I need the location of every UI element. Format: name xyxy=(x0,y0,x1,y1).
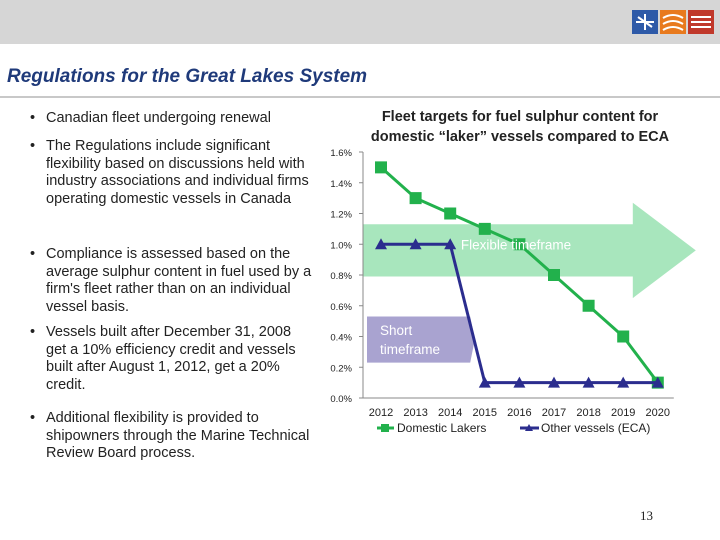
eca-point xyxy=(478,376,491,388)
eca-point xyxy=(375,238,387,250)
bullet-glyph: • xyxy=(30,410,36,426)
short-timeframe-arrow xyxy=(367,316,475,363)
domestic-lakers-point xyxy=(444,207,457,220)
legend-marker-domestic xyxy=(381,424,389,432)
bullet-glyph: • xyxy=(30,324,36,340)
legend-marker-eca xyxy=(525,424,533,431)
short-timeframe-label: timeframe xyxy=(380,342,440,357)
x-tick-label: 2013 xyxy=(403,407,427,419)
y-tick-label: 0.4% xyxy=(330,333,352,344)
domestic-lakers-point xyxy=(548,269,560,281)
bullet-text: Canadian fleet undergoing renewal xyxy=(46,110,271,126)
y-tick-label: 0.8% xyxy=(330,271,352,282)
bullet-text: Vessels built after December 31, 2008 ge… xyxy=(46,324,296,393)
bullet-glyph: • xyxy=(30,246,36,262)
domestic-lakers-point xyxy=(478,222,491,235)
bullet-item: • Vessels built after December 31, 2008 g… xyxy=(30,324,315,394)
x-tick-label: 2019 xyxy=(611,407,635,419)
flexible-timeframe-label: Flexible timeframe xyxy=(461,237,571,252)
flexible-timeframe-arrow xyxy=(363,202,696,299)
y-tick-label: 1.4% xyxy=(330,179,352,190)
x-tick-label: 2014 xyxy=(438,407,462,419)
bullet-text: Compliance is assessed based on the aver… xyxy=(46,246,312,315)
eca-point xyxy=(548,376,560,388)
y-tick-label: 1.2% xyxy=(330,210,352,221)
title-divider xyxy=(0,96,720,98)
government-logo-icon xyxy=(632,10,714,34)
eca-point xyxy=(651,376,664,388)
page-title: Regulations for the Great Lakes System xyxy=(7,66,368,87)
x-tick-label: 2018 xyxy=(576,407,600,419)
eca-point xyxy=(617,376,630,388)
eca-point xyxy=(409,238,422,250)
domestic-lakers-point xyxy=(582,299,595,312)
bullet-item: • The Regulations include significant fle… xyxy=(30,138,315,208)
bullet-glyph: • xyxy=(30,138,36,154)
y-tick-label: 0.6% xyxy=(330,302,352,313)
y-tick-label: 1.6% xyxy=(330,148,352,159)
short-timeframe-label: Short xyxy=(380,323,413,338)
y-tick-label: 0.2% xyxy=(330,363,352,374)
legend-label-eca: Other vessels (ECA) xyxy=(541,421,650,435)
bullet-text: The Regulations include significant flex… xyxy=(46,138,309,207)
legend-label-domestic: Domestic Lakers xyxy=(397,421,486,435)
x-tick-label: 2020 xyxy=(646,407,670,419)
page-number: 13 xyxy=(640,508,653,523)
x-tick-label: 2016 xyxy=(507,407,531,419)
bullet-item: • Additional flexibility is provided to s… xyxy=(30,410,315,463)
y-tick-label: 0.0% xyxy=(330,394,352,405)
x-tick-label: 2015 xyxy=(473,407,497,419)
bullet-item: • Compliance is assessed based on the ave… xyxy=(30,246,315,316)
bullet-text: Additional flexibility is provided to sh… xyxy=(46,410,310,461)
bullet-glyph: • xyxy=(30,110,36,126)
chart-title-line: domestic “laker” vessels compared to ECA xyxy=(370,129,670,145)
domestic-lakers-point xyxy=(409,192,422,205)
eca-point xyxy=(582,376,595,388)
bullet-item: • Canadian fleet undergoing renewal xyxy=(30,110,315,128)
chart-title: Fleet targets for fuel sulphur content f… xyxy=(330,107,710,147)
chart-title-line: Fleet targets for fuel sulphur content f… xyxy=(381,109,659,125)
eca-point xyxy=(444,238,457,250)
y-tick-label: 1.0% xyxy=(330,240,352,251)
x-tick-label: 2012 xyxy=(369,407,393,419)
eca-point xyxy=(513,376,526,388)
domestic-lakers-point xyxy=(513,238,526,251)
domestic-lakers-point xyxy=(375,161,387,174)
header-band xyxy=(0,0,720,44)
domestic-lakers-point xyxy=(617,330,630,343)
x-tick-label: 2017 xyxy=(542,407,566,419)
